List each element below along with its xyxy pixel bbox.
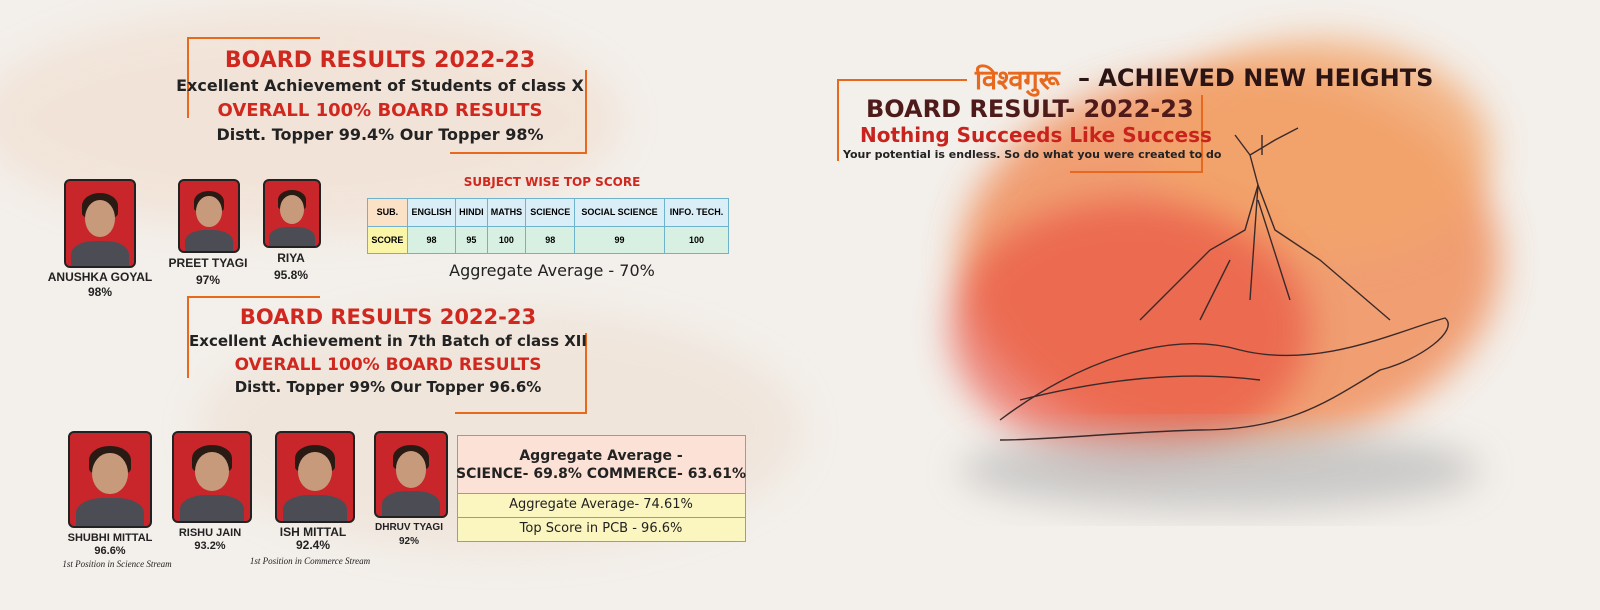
overall: OVERALL 100% BOARD RESULTS (217, 100, 543, 121)
overall: OVERALL 100% BOARD RESULTS (234, 355, 542, 375)
bracket (187, 37, 189, 118)
title: BOARD RESULTS 2022-23 (239, 305, 537, 329)
student-name: PREET TYAGI (168, 256, 248, 270)
quote: Your potential is endless. So do what yo… (843, 148, 1222, 161)
result-heading: BOARD RESULT- 2022-23 (866, 95, 1194, 123)
student-photo (68, 431, 152, 528)
box-aggregate: Aggregate Average- 74.61% (509, 497, 693, 512)
bracket (187, 37, 320, 39)
student-name: ISH MITTAL (279, 525, 347, 539)
student-score: 96.6% (94, 545, 126, 557)
student-note: 1st Position in Science Stream (62, 559, 172, 569)
tagline: – ACHIEVED NEW HEIGHTS (1078, 64, 1434, 92)
brand: विश्वगुरू (975, 65, 1060, 96)
student-score: 92% (398, 536, 420, 547)
table-cell: 95 (455, 225, 488, 254)
student-score: 95.8% (273, 268, 309, 282)
student-name: SHUBHI MITTAL (67, 532, 153, 544)
student-photo (64, 179, 136, 268)
student-photo (275, 431, 355, 523)
toppers: Distt. Topper 99.4% Our Topper 98% (216, 125, 544, 144)
table-cell: HINDI (455, 198, 488, 227)
table-cell: 99 (574, 225, 665, 254)
box-pcb: Top Score in PCB - 96.6% (519, 521, 683, 536)
table-cell: ENGLISH (406, 198, 457, 227)
table-cell: SUB. (367, 198, 408, 227)
student-name: ANUSHKA GOYAL (47, 270, 153, 284)
bracket (1201, 95, 1203, 173)
bracket (450, 152, 587, 154)
table-cell: 98 (406, 225, 457, 254)
bracket (455, 412, 587, 414)
table-row: SUB. ENGLISH HINDI MATHS SCIENCE SOCIAL SCIEN… (367, 198, 730, 227)
table-cell: 98 (525, 225, 576, 254)
student-score: 97% (195, 273, 221, 287)
student-name: RISHU JAIN (178, 527, 242, 539)
bracket (187, 296, 320, 298)
box-streams: SCIENCE- 69.8% COMMERCE- 63.61% (455, 466, 747, 482)
bracket (837, 79, 967, 81)
subject-table: SUB. ENGLISH HINDI MATHS SCIENCE SOCIAL SCIEN… (367, 198, 730, 254)
table-cell: INFO. TECH. (663, 198, 730, 227)
bracket (1070, 171, 1203, 173)
table-cell: 100 (486, 225, 527, 254)
student-note: 1st Position in Commerce Stream (249, 556, 371, 566)
student-photo (263, 179, 321, 248)
table-cell: 100 (663, 225, 730, 254)
subtitle: Excellent Achievement of Students of cla… (176, 76, 584, 95)
motto: Nothing Succeeds Like Success (860, 123, 1212, 147)
student-name: RIYA (277, 251, 305, 265)
table-row: SCORE 98 95 100 98 99 100 (367, 225, 730, 254)
table-cell: SOCIAL SCIENCE (574, 198, 665, 227)
student-name: DHRUV TYAGI (375, 522, 443, 533)
table-title: SUBJECT WISE TOP SCORE (463, 175, 641, 189)
student-score: 98% (87, 285, 113, 299)
box-heading: Aggregate Average - (519, 448, 683, 464)
title: BOARD RESULTS 2022-23 (224, 48, 536, 73)
bracket (585, 333, 587, 414)
student-score: 93.2% (194, 540, 226, 552)
student-score: 92.4% (295, 538, 331, 552)
table-cell: SCIENCE (525, 198, 576, 227)
bracket (585, 70, 587, 154)
box-row (457, 517, 746, 542)
aggregate: Aggregate Average - 70% (449, 261, 655, 280)
bracket (837, 79, 839, 161)
toppers: Distt. Topper 99% Our Topper 96.6% (234, 378, 542, 396)
bracket (187, 296, 189, 378)
aggregate-box (457, 435, 746, 494)
student-photo (178, 179, 240, 253)
student-photo (374, 431, 448, 518)
student-photo (172, 431, 252, 523)
subtitle: Excellent Achievement in 7th Batch of cl… (189, 332, 587, 350)
table-cell: SCORE (367, 225, 408, 254)
table-cell: MATHS (486, 198, 527, 227)
